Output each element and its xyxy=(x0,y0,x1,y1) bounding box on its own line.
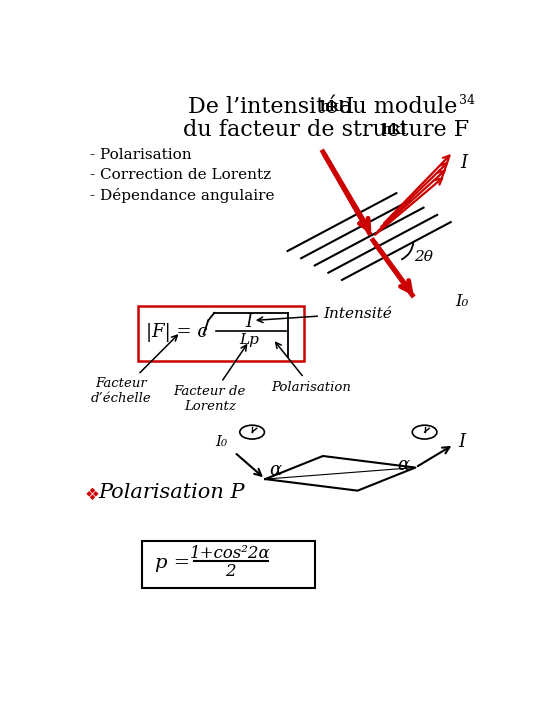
Text: ❖: ❖ xyxy=(84,485,99,503)
Text: 1+cos²2α: 1+cos²2α xyxy=(190,544,271,562)
Text: Polarisation: Polarisation xyxy=(272,343,352,394)
Text: Facteur de
Lorentz: Facteur de Lorentz xyxy=(173,345,247,413)
Text: I: I xyxy=(458,433,465,451)
Text: du facteur de structure F: du facteur de structure F xyxy=(183,119,469,140)
Text: p =: p = xyxy=(155,554,190,572)
Text: hkl: hkl xyxy=(320,100,345,114)
Text: Facteur
d’échelle: Facteur d’échelle xyxy=(91,336,177,405)
Text: Polarisation P: Polarisation P xyxy=(98,483,245,503)
Text: Lp: Lp xyxy=(239,333,259,348)
Text: 2θ: 2θ xyxy=(414,251,433,264)
Text: I₀: I₀ xyxy=(455,294,469,310)
Text: I: I xyxy=(246,313,253,331)
Text: 34: 34 xyxy=(460,94,475,107)
Bar xyxy=(138,306,303,361)
Text: |F| = c: |F| = c xyxy=(146,323,207,342)
Text: - Dépendance angulaire: - Dépendance angulaire xyxy=(90,188,275,203)
Text: hkl: hkl xyxy=(381,123,407,138)
Text: 2: 2 xyxy=(225,563,236,580)
Text: α: α xyxy=(269,461,281,479)
Text: - Polarisation: - Polarisation xyxy=(90,148,192,162)
Text: De l’intensité I: De l’intensité I xyxy=(188,96,354,117)
Text: au module: au module xyxy=(332,96,457,117)
Text: I: I xyxy=(460,154,467,172)
Text: I₀: I₀ xyxy=(215,435,227,449)
Text: - Correction de Lorentz: - Correction de Lorentz xyxy=(90,168,272,182)
Text: α: α xyxy=(398,456,410,474)
Bar xyxy=(142,541,315,588)
Text: Intensité: Intensité xyxy=(258,307,392,323)
